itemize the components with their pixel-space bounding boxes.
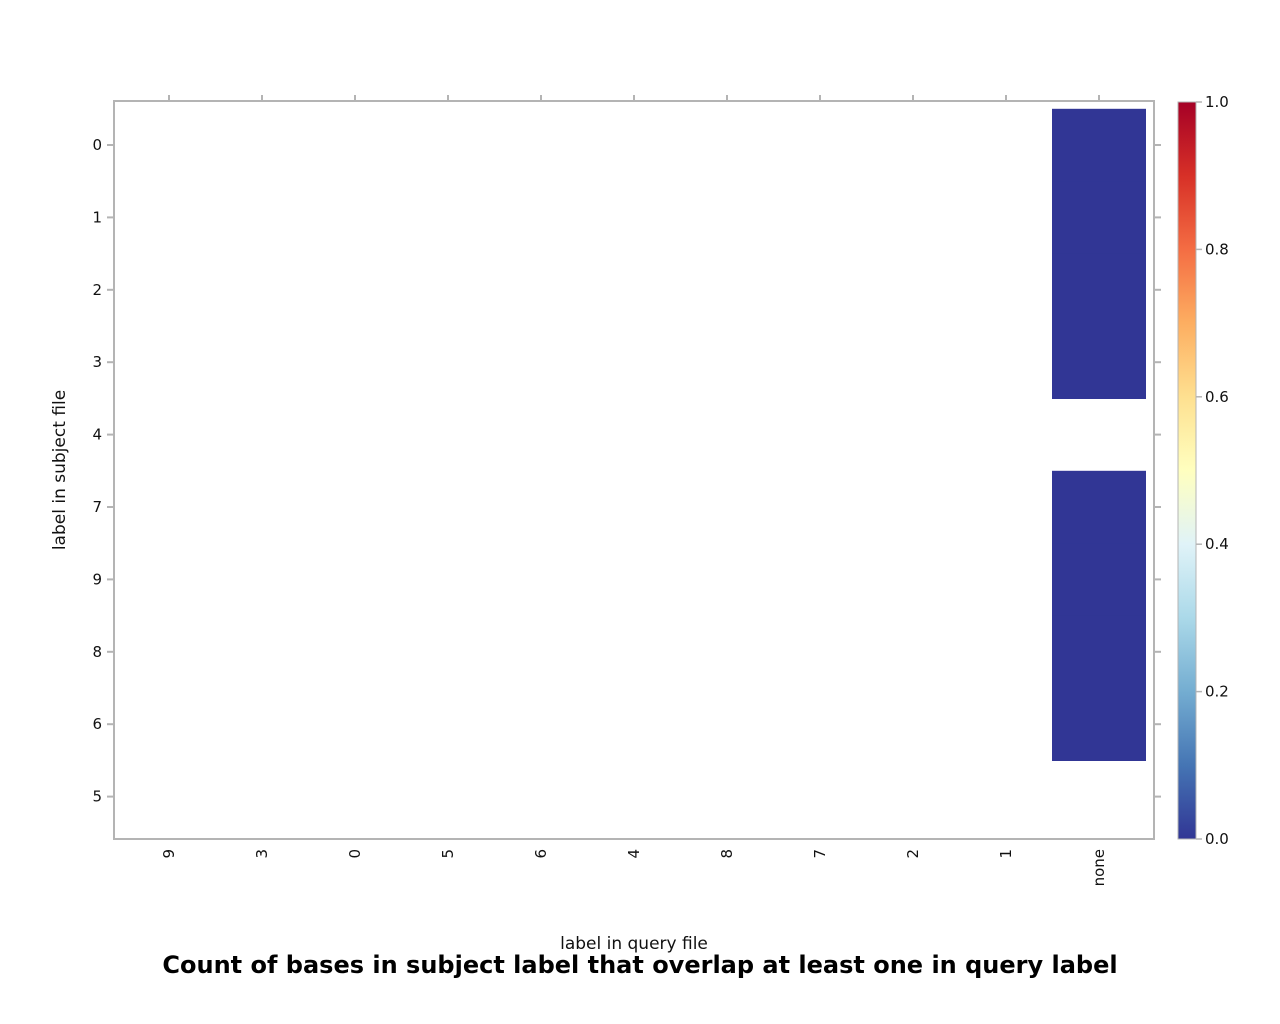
heatmap-cells [1052,108,1146,761]
colorbar-gradient [1177,101,1197,840]
y-tick-label: 4 [92,426,102,444]
plot-frame [113,100,1155,840]
x-tick-label: 2 [904,849,922,859]
heatmap-cell [1052,543,1146,617]
x-tick-label: 1 [997,849,1015,859]
x-tick-label: 0 [346,849,364,859]
colorbar: 0.0 0.2 0.4 0.6 0.8 1.0 [1177,93,1229,848]
heatmap-cell [1052,108,1146,182]
colorbar-tick-label: 0.6 [1205,388,1229,406]
x-tick-label: 9 [160,849,178,859]
y-tick-label: 7 [92,498,102,516]
heatmap-cell [1052,326,1146,399]
x-axis-title: label in query file [560,934,708,954]
y-tick-label: 2 [92,281,102,299]
x-tick-label: 7 [811,849,829,859]
x-tick-label: none [1090,849,1108,886]
y-tick-label: 5 [92,788,102,806]
y-tick-label: 3 [92,353,102,371]
colorbar-tick-label: 0.0 [1205,830,1229,848]
x-tick-label: 3 [253,849,271,859]
colorbar-tick-label: 0.4 [1205,535,1229,553]
x-tick-label: 6 [532,849,550,859]
colorbar-tick-label: 1.0 [1205,93,1229,111]
heatmap-cell [1052,253,1146,327]
y-axis-title: label in subject file [50,390,70,550]
colorbar-tick-label: 0.8 [1205,240,1229,258]
x-tick-label: 8 [718,849,736,859]
axis-ticks: 9 3 0 5 6 4 8 7 2 1 none 0 1 2 3 4 7 9 8 6 5 [92,95,1161,886]
chart-title: Count of bases in subject label that ove… [162,951,1117,979]
y-tick-label: 8 [92,643,102,661]
y-tick-label: 1 [92,208,102,226]
y-tick-label: 0 [92,136,102,154]
heatmap-cell [1052,688,1146,761]
heatmap-cell [1052,615,1146,689]
heatmap-cell [1052,181,1146,255]
colorbar-tick-label: 0.2 [1205,683,1229,701]
y-tick-label: 9 [92,570,102,588]
x-tick-label: 5 [439,849,457,859]
x-tick-label: 4 [625,849,643,859]
heatmap-cell [1052,470,1146,544]
y-tick-label: 6 [92,715,102,733]
